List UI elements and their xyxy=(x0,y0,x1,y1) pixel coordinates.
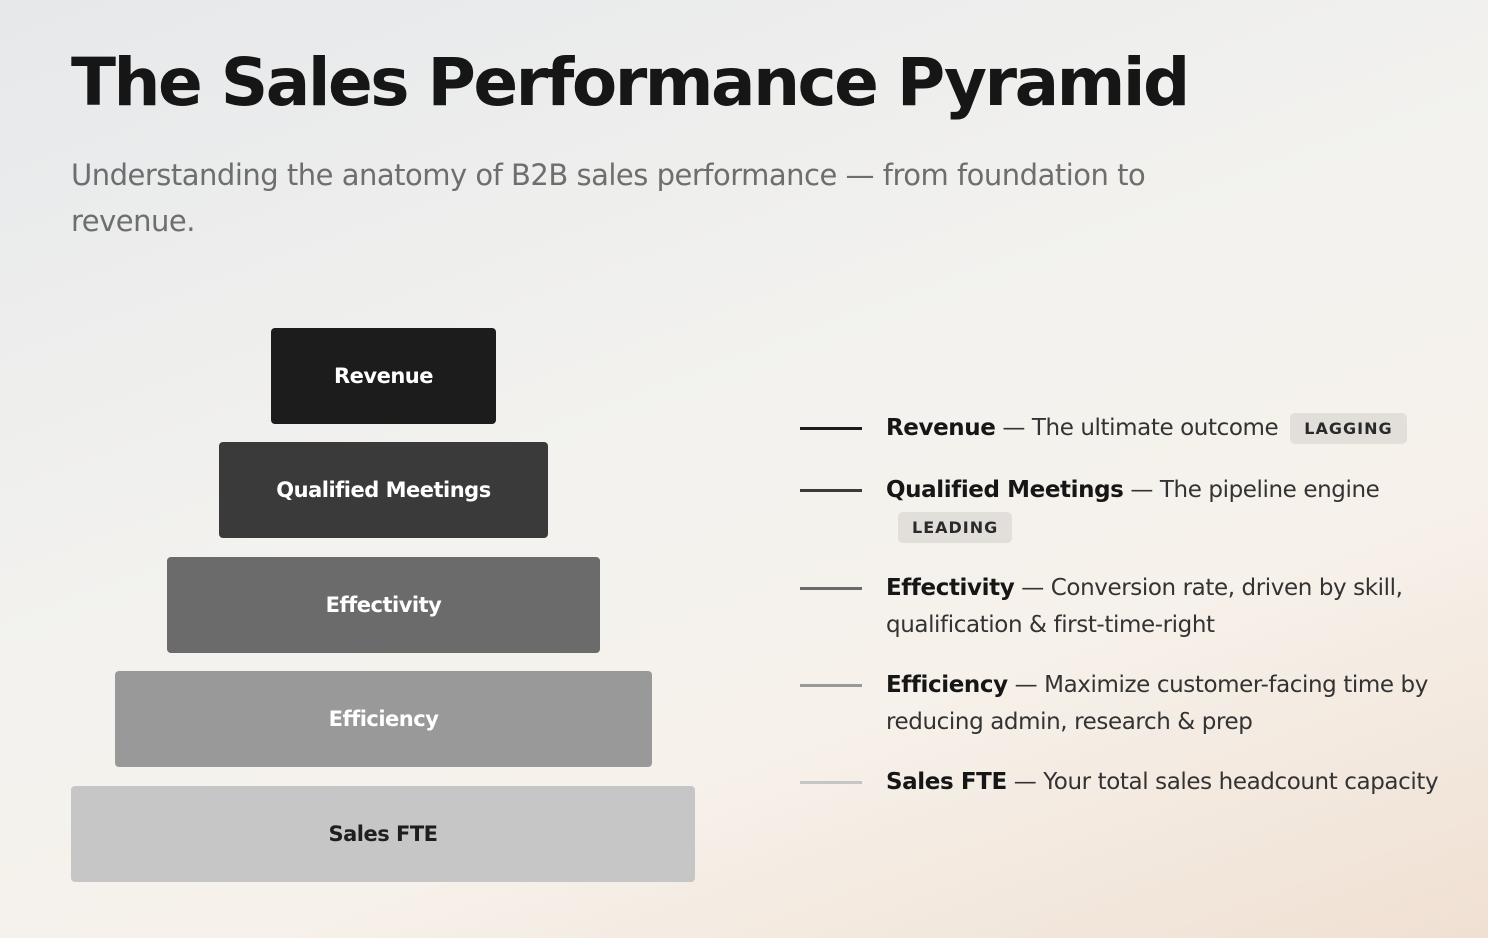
pyramid-level: Qualified Meetings xyxy=(219,442,548,538)
pyramid-level: Sales FTE xyxy=(71,786,695,882)
legend-description: — The pipeline engine xyxy=(1130,477,1380,503)
legend-name: Sales FTE xyxy=(886,769,1007,795)
legend-line xyxy=(800,781,862,784)
legend-text: Sales FTE — Your total sales headcount c… xyxy=(886,764,1446,801)
legend-line xyxy=(800,684,862,687)
legend-text: Revenue — The ultimate outcome LAGGING xyxy=(886,410,1446,447)
legend-tag: LAGGING xyxy=(1290,413,1407,444)
legend-description: — Your total sales headcount capacity xyxy=(1013,769,1439,795)
legend-name: Effectivity xyxy=(886,575,1015,601)
legend-text: Efficiency — Maximize customer-facing ti… xyxy=(886,667,1446,741)
legend-line xyxy=(800,427,862,430)
legend-text: Effectivity — Conversion rate, driven by… xyxy=(886,570,1446,644)
legend-name: Efficiency xyxy=(886,672,1008,698)
legend-description: — Maximize customer-facing time by reduc… xyxy=(886,672,1428,735)
legend-tag: LEADING xyxy=(898,512,1013,543)
legend-description: — The ultimate outcome xyxy=(1002,415,1279,441)
pyramid-level: Revenue xyxy=(271,328,496,424)
legend-description: — Conversion rate, driven by skill, qual… xyxy=(886,575,1403,638)
legend-name: Qualified Meetings xyxy=(886,477,1124,503)
legend-line xyxy=(800,489,862,492)
title: The Sales Performance Pyramid xyxy=(71,44,1190,121)
pyramid-level: Effectivity xyxy=(167,557,600,653)
legend-text: Qualified Meetings — The pipeline engine… xyxy=(886,472,1446,546)
legend-line xyxy=(800,587,862,590)
subtitle: Understanding the anatomy of B2B sales p… xyxy=(71,158,1146,238)
pyramid-level: Efficiency xyxy=(115,671,652,767)
legend-name: Revenue xyxy=(886,415,996,441)
